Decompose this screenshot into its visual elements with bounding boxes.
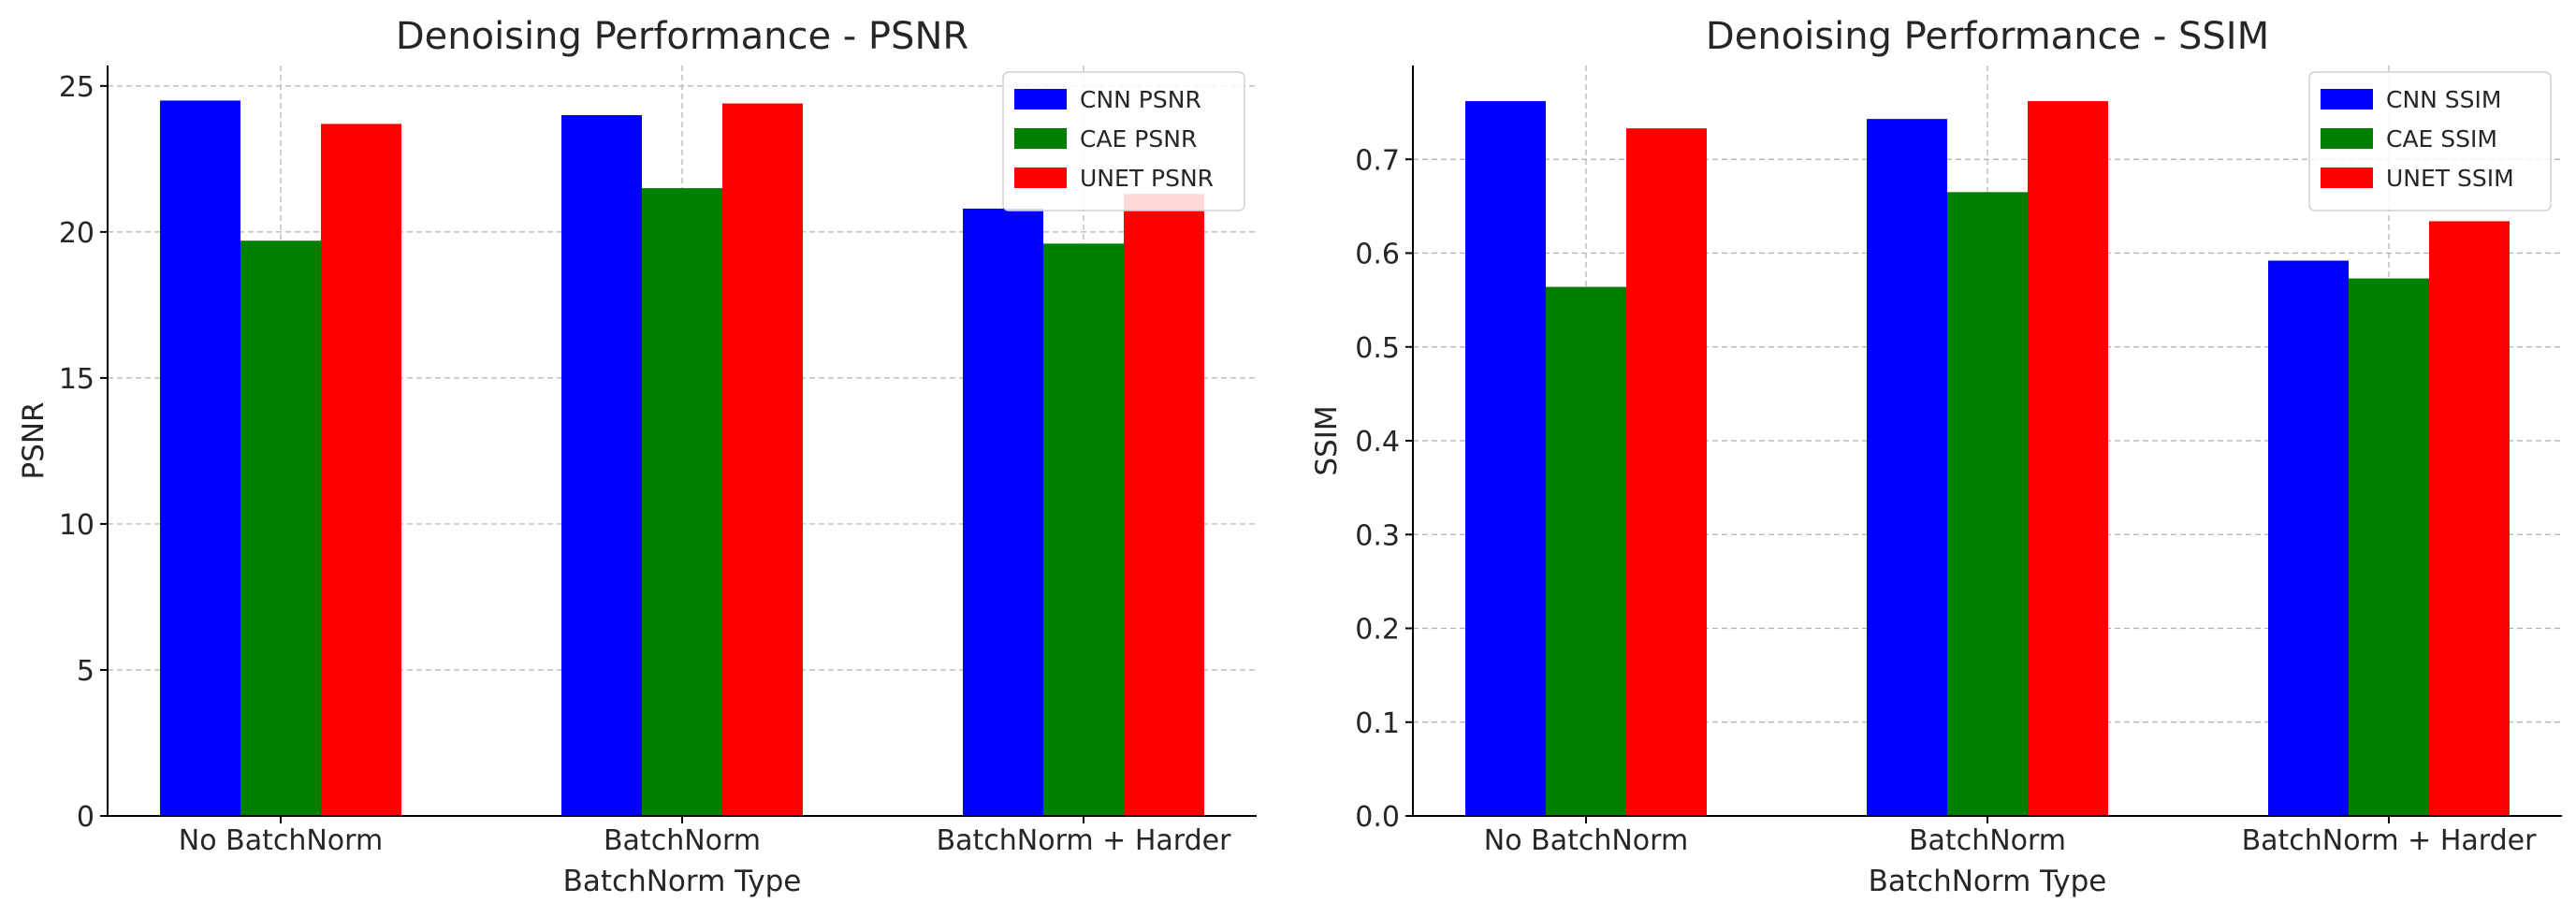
legend-label: CNN PSNR: [1080, 86, 1201, 113]
y-axis-label: PSNR: [17, 401, 51, 479]
bar-cnn-ssim-2: [2268, 260, 2349, 816]
y-tick-label: 0.4: [1355, 426, 1400, 458]
bar-unet-psnr-0: [321, 124, 401, 816]
x-tick-label: BatchNorm: [604, 824, 761, 857]
y-tick-label: 5: [77, 655, 95, 688]
y-tick-label: 0.7: [1355, 144, 1400, 177]
y-tick-label: 0.0: [1355, 801, 1400, 834]
legend-label: UNET SSIM: [2386, 165, 2514, 192]
bar-cae-psnr-2: [1043, 243, 1124, 816]
bar-cae-ssim-0: [1546, 286, 1626, 817]
bar-cae-ssim-2: [2349, 278, 2429, 816]
bar-unet-psnr-1: [722, 103, 803, 816]
bar-cnn-ssim-0: [1465, 101, 1546, 817]
bar-cnn-psnr-2: [963, 208, 1043, 816]
y-tick-label: 20: [59, 217, 95, 250]
legend-label: CAE SSIM: [2386, 125, 2497, 153]
y-tick-label: 0.1: [1355, 707, 1400, 740]
legend-swatch: [2321, 167, 2373, 188]
y-tick-label: 25: [59, 71, 95, 104]
bar-unet-ssim-1: [2028, 101, 2108, 817]
x-tick-label: No BatchNorm: [1484, 824, 1688, 857]
legend-swatch: [2321, 128, 2373, 149]
legend-label: CNN SSIM: [2386, 86, 2502, 113]
legend-label: UNET PSNR: [1080, 165, 1214, 192]
y-tick-label: 0.3: [1355, 519, 1400, 552]
x-axis-label: BatchNorm Type: [563, 865, 802, 898]
y-tick-label: 0.6: [1355, 239, 1400, 271]
bar-cae-psnr-0: [240, 240, 321, 816]
y-tick-label: 0: [77, 801, 95, 834]
y-tick-label: 15: [59, 363, 95, 396]
bar-unet-psnr-2: [1124, 194, 1204, 817]
x-tick-label: BatchNorm: [1909, 824, 2066, 857]
x-axis-label: BatchNorm Type: [1869, 865, 2107, 898]
legend-swatch: [1014, 128, 1067, 149]
legend: CNN SSIM CAE SSIM UNET SSIM: [2308, 71, 2552, 211]
bar-unet-ssim-0: [1626, 128, 1707, 817]
bar-cnn-ssim-1: [1867, 119, 1947, 816]
chart-title: Denoising Performance - PSNR: [396, 15, 968, 58]
legend-label: CAE PSNR: [1080, 125, 1197, 153]
bar-cae-ssim-1: [1947, 192, 2028, 816]
bar-cnn-psnr-0: [160, 100, 240, 817]
y-tick-label: 0.2: [1355, 614, 1400, 647]
chart-panel-1: 0.0 0.1 0.2 0.3 0.4 0.5 0.6 0.7 No BatchNorm Batc…: [1310, 15, 2562, 898]
bar-cnn-psnr-1: [561, 115, 642, 816]
y-tick-label: 10: [59, 509, 95, 542]
x-tick-label: No BatchNorm: [179, 824, 383, 857]
y-tick-label: 0.5: [1355, 332, 1400, 365]
bar-cae-psnr-1: [642, 188, 722, 816]
chart-title: Denoising Performance - SSIM: [1706, 15, 2269, 58]
legend-swatch: [2321, 89, 2373, 109]
x-tick-label: BatchNorm + Harder: [2242, 824, 2538, 857]
legend-swatch: [1014, 167, 1067, 188]
bar-unet-ssim-2: [2429, 221, 2510, 817]
legend: CNN PSNR CAE PSNR UNET PSNR: [1002, 71, 1245, 211]
y-axis-label: SSIM: [1310, 405, 1344, 475]
chart-panel-0: 0 5 10 15 20 25 No BatchNorm BatchNorm BatchNorm…: [17, 15, 1257, 898]
x-tick-label: BatchNorm + Harder: [937, 824, 1232, 857]
legend-swatch: [1014, 89, 1067, 109]
